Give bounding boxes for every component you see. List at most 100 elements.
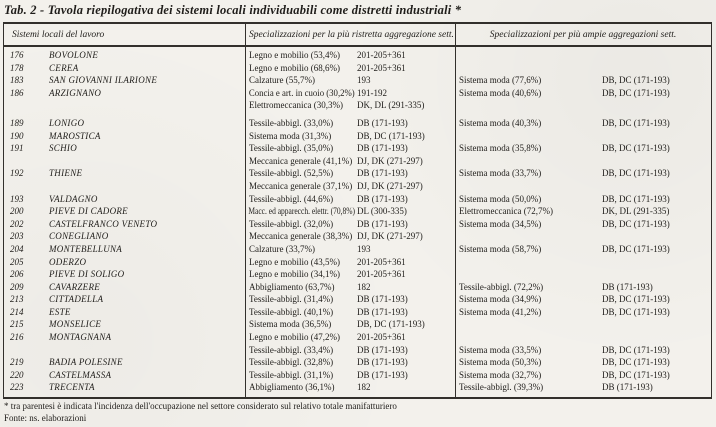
narrow-sector-codes: DJ, DK (271-297) <box>357 231 423 242</box>
local-system-name: BOVOLONE <box>49 50 99 60</box>
narrow-sector-codes: 201-205+361 <box>357 50 406 60</box>
table-row: 219 BADIA POLESINE Tessile-abbigl. (32,8… <box>4 356 711 369</box>
narrow-specialization: Legno e mobilio (68,6%) <box>249 62 340 73</box>
row-number: 203 <box>10 231 24 242</box>
narrow-sector-codes: DB, DC (171-193) <box>357 130 425 141</box>
broad-specialization: Sistema moda (32,7%) <box>459 369 542 380</box>
local-system-name: ARZIGNANO <box>49 87 102 98</box>
table-row: 183 SAN GIOVANNI ILARIONE Calzature (55,… <box>4 74 711 87</box>
narrow-specialization: Legno e mobilio (47,2%) <box>249 332 340 343</box>
broad-specialization <box>455 155 600 168</box>
broad-specialization: Sistema moda (34,5%) <box>459 218 542 229</box>
narrow-specialization: Legno e mobilio (43,5%) <box>249 256 340 267</box>
broad-specialization: Sistema moda (40,6%) <box>459 87 542 98</box>
narrow-sector-codes: 193 <box>357 75 371 86</box>
broad-specialization: Sistema moda (50,3%) <box>459 357 542 368</box>
broad-specialization: Sistema moda (50,0%) <box>459 193 542 204</box>
broad-specialization: Sistema moda (77,6%) <box>459 75 542 86</box>
footnote: * tra parentesi è indicata l'incidenza d… <box>4 401 397 411</box>
narrow-specialization: Meccanica generale (37,1%) <box>249 180 353 191</box>
row-number: 209 <box>10 281 24 292</box>
local-system-name <box>44 99 245 112</box>
local-system-name: CASTELMASSA <box>49 369 112 380</box>
local-system-name: CONEGLIANO <box>49 231 109 242</box>
column-divider-right <box>455 24 456 398</box>
table-row: 205 ODERZO Legno e mobilio (43,5%) 201-2… <box>4 256 711 269</box>
narrow-specialization: Meccanica generale (38,3%) <box>249 231 353 242</box>
table-row: 216 MONTAGNANA Legno e mobilio (47,2%) 2… <box>4 331 711 344</box>
local-system-name: MONTEBELLUNA <box>49 243 123 254</box>
local-system-name: BADIA POLESINE <box>49 357 123 368</box>
table-row: 193 VALDAGNO Tessile-abbigl. (44,6%) DB … <box>4 193 711 206</box>
broad-sector-codes: DB, DC (171-193) <box>602 357 670 368</box>
narrow-specialization: Tessile-abbigl. (32,0%) <box>249 218 334 229</box>
broad-specialization <box>455 256 600 269</box>
narrow-specialization: Tessile-abbigl. (52,5%) <box>249 168 334 179</box>
table-row: 190 MAROSTICA Sistema moda (31,3%) DB, D… <box>4 130 711 143</box>
table-row: 176 BOVOLONE Legno e mobilio (53,4%) 201… <box>4 49 711 62</box>
row-number: 186 <box>10 87 24 98</box>
narrow-specialization: Abbigliamento (36,1%) <box>249 382 335 393</box>
narrow-sector-codes: DB (171-193) <box>357 143 408 154</box>
broad-sector-codes: DB, DC (171-193) <box>602 193 670 204</box>
table-row: 209 CAVARZERE Abbigliamento (63,7%) 182 … <box>4 281 711 294</box>
broad-specialization: Sistema moda (41,2%) <box>459 306 542 317</box>
local-system-name: ODERZO <box>49 256 87 267</box>
row-number: 189 <box>10 117 24 128</box>
narrow-specialization: Abbigliamento (63,7%) <box>249 281 335 292</box>
narrow-specialization: Sistema moda (31,3%) <box>249 130 332 141</box>
row-number: 204 <box>10 243 24 254</box>
broad-specialization <box>455 180 600 193</box>
table-row: 191 SCHIO Tessile-abbigl. (35,0%) DB (17… <box>4 142 711 155</box>
broad-specialization <box>455 331 600 344</box>
row-number <box>4 99 44 112</box>
broad-specialization: Sistema moda (35,8%) <box>459 143 542 154</box>
local-system-name: ESTE <box>49 306 71 317</box>
local-system-name: CASTELFRANCO VENETO <box>49 218 158 229</box>
row-number <box>4 344 44 357</box>
local-system-name: LONIGO <box>49 117 85 128</box>
row-number: 213 <box>10 294 24 305</box>
broad-sector-codes: DB, DC (171-193) <box>602 294 670 305</box>
local-system-name <box>44 180 245 193</box>
row-number <box>4 155 44 168</box>
broad-sector-codes: DB, DC (171-193) <box>602 75 670 86</box>
table-row: Meccanica generale (37,1%) DJ, DK (271-2… <box>4 180 711 193</box>
narrow-sector-codes: 182 <box>357 281 371 292</box>
broad-sector-codes: DB, DC (171-193) <box>602 87 670 98</box>
broad-specialization <box>455 49 600 62</box>
narrow-sector-codes: DL (300-335) <box>357 206 407 217</box>
broad-specialization <box>455 230 600 243</box>
broad-sector-codes <box>600 256 711 269</box>
row-number: 206 <box>10 269 24 280</box>
table-row: 186 ARZIGNANO Concia e art. in cuoio (30… <box>4 87 711 100</box>
broad-sector-codes <box>600 331 711 344</box>
local-system-name: PIEVE DI CADORE <box>49 206 128 217</box>
broad-sector-codes: DB, DC (171-193) <box>602 369 670 380</box>
broad-sector-codes: DB, DC (171-193) <box>602 306 670 317</box>
broad-sector-codes: DB, DC (171-193) <box>602 168 670 179</box>
table-row: Tessile-abbigl. (33,4%) DB (171-193) Sis… <box>4 344 711 357</box>
column-divider-left <box>245 24 246 398</box>
row-number: 178 <box>10 62 24 73</box>
row-number: 219 <box>10 357 24 368</box>
local-system-name: CEREA <box>49 62 79 73</box>
broad-sector-codes <box>600 318 711 331</box>
local-system-name <box>44 155 245 168</box>
table-row: 200 PIEVE DI CADORE Macc. ed apparecch. … <box>4 205 711 218</box>
header-sistemi-locali-del-lavoro: Sistemi locali del lavoro <box>12 29 105 40</box>
table-row: 189 LONIGO Tessile-abbigl. (33,0%) DB (1… <box>4 117 711 130</box>
row-number <box>4 180 44 193</box>
row-number: 183 <box>10 75 24 86</box>
broad-sector-codes <box>600 49 711 62</box>
broad-sector-codes <box>600 230 711 243</box>
broad-specialization: Sistema moda (33,5%) <box>459 344 542 355</box>
narrow-sector-codes: DK, DL (291-335) <box>357 100 425 111</box>
narrow-sector-codes: DJ, DK (271-297) <box>357 155 423 166</box>
broad-specialization <box>455 268 600 281</box>
local-system-name: SCHIO <box>49 143 77 154</box>
row-number: 216 <box>10 332 24 343</box>
narrow-sector-codes: 201-205+361 <box>357 256 406 267</box>
narrow-sector-codes: DB (171-193) <box>357 369 408 380</box>
broad-sector-codes: DB, DC (171-193) <box>602 218 670 229</box>
